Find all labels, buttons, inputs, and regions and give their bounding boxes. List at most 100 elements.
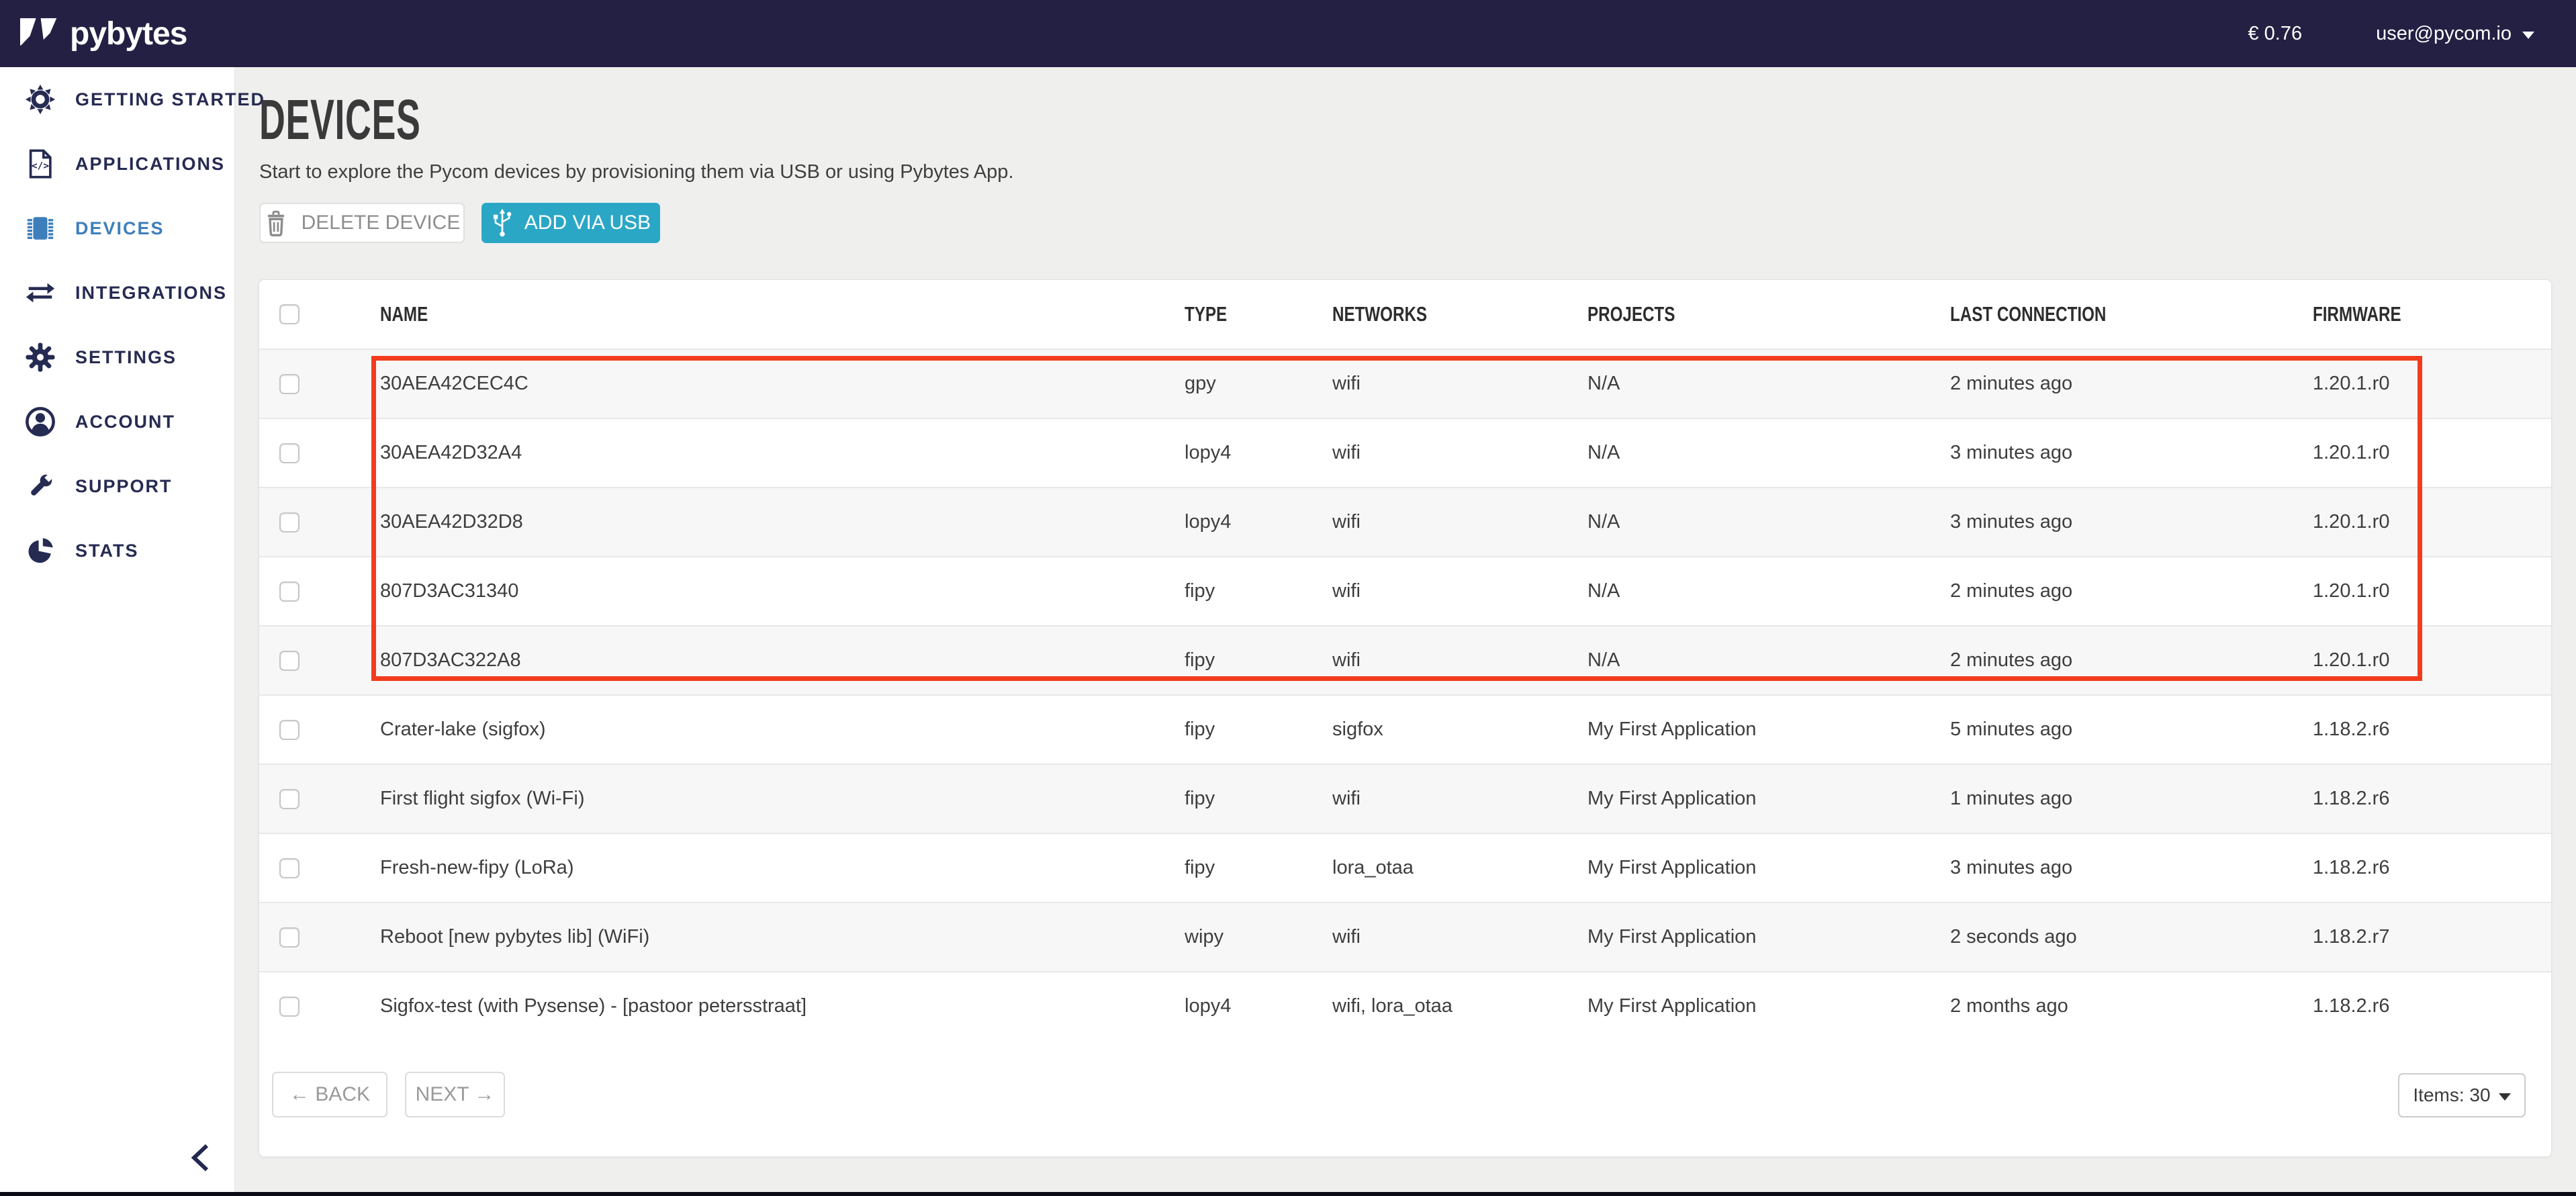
add-via-usb-button[interactable]: ADD VIA USB [481,203,660,243]
cell-networks: wifi [1332,580,1588,602]
cell-name: 807D3AC322A8 [380,649,1185,672]
row-checkbox[interactable] [279,927,300,948]
row-checkbox[interactable] [279,720,300,740]
getting-started-icon [24,83,56,116]
sidebar-item-support[interactable]: SUPPORT [0,454,234,518]
row-checkbox[interactable] [279,443,300,463]
sidebar-item-label: STATS [75,541,139,561]
column-header-projects: PROJECTS [1588,302,1950,326]
items-per-page-select[interactable]: Items: 30 [2398,1073,2526,1117]
cell-firmware: 1.20.1.r0 [2313,442,2551,464]
cell-projects: N/A [1588,580,1950,602]
cell-last-connection: 2 seconds ago [1950,926,2313,948]
cell-last-connection: 1 minutes ago [1950,788,2313,810]
table-row[interactable]: First flight sigfox (Wi-Fi) fipy wifi My… [259,764,2551,833]
cell-firmware: 1.20.1.r0 [2313,580,2551,602]
table-header: NAME TYPE NETWORKS PROJECTS LAST CONNECT… [259,280,2551,349]
collapse-sidebar-button[interactable] [185,1140,215,1175]
row-checkbox[interactable] [279,789,300,809]
sidebar-item-settings[interactable]: SETTINGS [0,325,234,389]
select-all-checkbox[interactable] [279,304,300,324]
cell-name: Crater-lake (sigfox) [380,719,1185,741]
cell-projects: N/A [1588,373,1950,395]
table-row[interactable]: Crater-lake (sigfox) fipy sigfox My Firs… [259,694,2551,764]
pybytes-logo[interactable]: pybytes [20,15,187,52]
sidebar-item-label: SETTINGS [75,347,177,368]
cell-firmware: 1.20.1.r0 [2313,649,2551,672]
table-row[interactable]: 30AEA42D32A4 lopy4 wifi N/A 3 minutes ag… [259,418,2551,487]
sidebar-item-label: SUPPORT [75,476,173,497]
account-icon [24,406,56,438]
table-row[interactable]: Reboot [new pybytes lib] (WiFi) wipy wif… [259,902,2551,971]
usb-icon [491,208,514,238]
cell-type: lopy4 [1185,442,1332,464]
cell-type: fipy [1185,788,1332,810]
table-row[interactable]: 807D3AC31340 fipy wifi N/A 2 minutes ago… [259,556,2551,625]
cell-type: lopy4 [1185,995,1332,1017]
column-header-firmware: FIRMWARE [2313,302,2551,326]
cell-firmware: 1.18.2.r6 [2313,788,2551,810]
trash-icon [264,210,288,236]
table-row[interactable]: 30AEA42CEC4C gpy wifi N/A 2 minutes ago … [259,349,2551,418]
back-button[interactable]: ← BACK [272,1072,387,1117]
cell-projects: My First Application [1588,719,1950,741]
table-row[interactable]: Sigfox-test (with Pysense) - [pastoor pe… [259,971,2551,1040]
cell-name: 30AEA42D32A4 [380,442,1185,464]
table-row[interactable]: Fresh-new-fipy (LoRa) fipy lora_otaa My … [259,833,2551,902]
cell-last-connection: 3 minutes ago [1950,442,2313,464]
column-header-name: NAME [380,302,1185,326]
cell-type: fipy [1185,719,1332,741]
row-checkbox[interactable] [279,582,300,602]
cell-type: wipy [1185,926,1332,948]
sidebar-item-devices[interactable]: DEVICES [0,196,234,261]
cell-last-connection: 2 minutes ago [1950,580,2313,602]
row-checkbox[interactable] [279,512,300,533]
sidebar-item-label: DEVICES [75,218,165,239]
row-checkbox[interactable] [279,858,300,878]
cell-firmware: 1.20.1.r0 [2313,373,2551,395]
cell-networks: wifi [1332,373,1588,395]
cell-name: First flight sigfox (Wi-Fi) [380,788,1185,810]
sidebar-item-getting-started[interactable]: GETTING STARTED [0,67,234,132]
main-content: DEVICES Start to explore the Pycom devic… [235,67,2576,1196]
pybytes-logo-icon [20,17,63,50]
cell-name: 807D3AC31340 [380,580,1185,602]
devices-icon [24,212,56,244]
cell-type: lopy4 [1185,511,1332,533]
sidebar-item-integrations[interactable]: INTEGRATIONS [0,261,234,325]
cell-networks: wifi [1332,649,1588,672]
column-header-networks: NETWORKS [1332,302,1588,326]
screen-bottom-edge [0,1192,2576,1196]
svg-text:</>: </> [32,161,49,172]
cell-projects: N/A [1588,511,1950,533]
cell-projects: N/A [1588,649,1950,672]
sidebar-item-label: INTEGRATIONS [75,283,227,304]
row-checkbox[interactable] [279,997,300,1017]
cell-networks: wifi, lora_otaa [1332,995,1588,1017]
cell-firmware: 1.20.1.r0 [2313,511,2551,533]
cell-networks: lora_otaa [1332,857,1588,879]
row-checkbox[interactable] [279,651,300,671]
sidebar-item-applications[interactable]: </> APPLICATIONS [0,132,234,196]
integrations-icon [24,277,56,309]
sidebar-item-stats[interactable]: STATS [0,518,234,583]
table-row[interactable]: 807D3AC322A8 fipy wifi N/A 2 minutes ago… [259,625,2551,694]
cell-last-connection: 2 minutes ago [1950,649,2313,672]
stats-icon [24,535,56,567]
chevron-down-icon [2522,32,2534,39]
sidebar-item-account[interactable]: ACCOUNT [0,389,234,454]
table-row[interactable]: 30AEA42D32D8 lopy4 wifi N/A 3 minutes ag… [259,487,2551,556]
delete-device-button[interactable]: DELETE DEVICE [259,203,465,243]
cell-type: gpy [1185,373,1332,395]
next-button[interactable]: NEXT → [405,1072,505,1117]
cell-networks: wifi [1332,788,1588,810]
cell-last-connection: 3 minutes ago [1950,511,2313,533]
cell-last-connection: 5 minutes ago [1950,719,2313,741]
user-menu[interactable]: user@pycom.io [2376,23,2534,45]
account-balance[interactable]: € 0.76 [2248,23,2302,45]
items-per-page-label: Items: 30 [2413,1085,2490,1106]
cell-projects: My First Application [1588,926,1950,948]
cell-projects: My First Application [1588,857,1950,879]
row-checkbox[interactable] [279,374,300,394]
cell-networks: wifi [1332,926,1588,948]
